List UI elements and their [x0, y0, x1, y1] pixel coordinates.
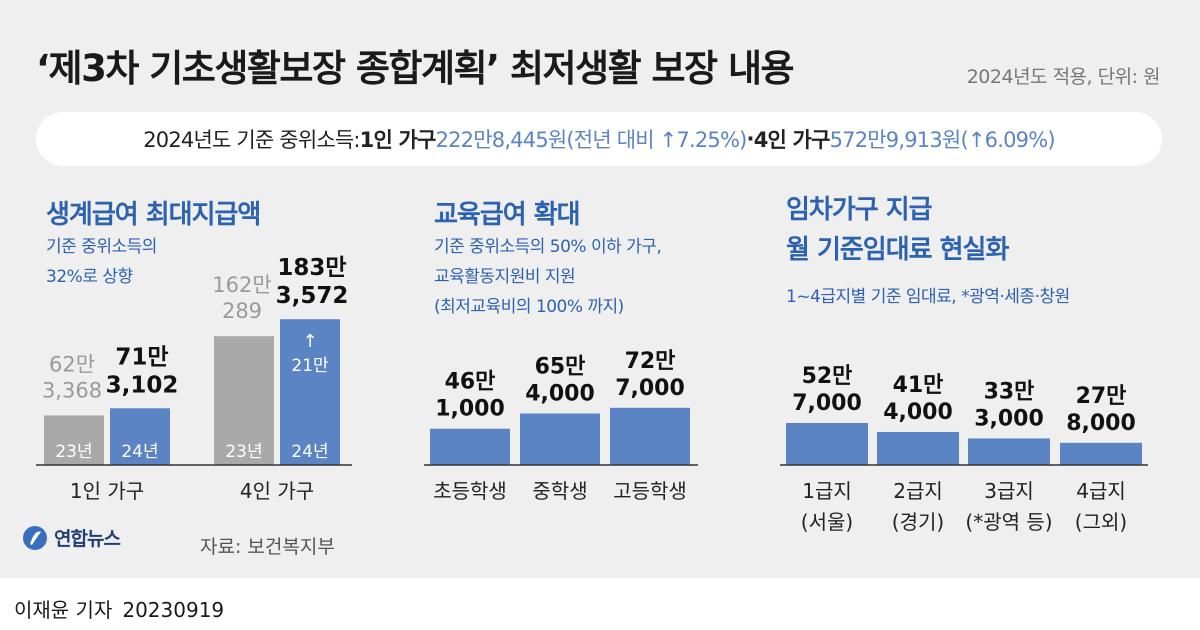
category-label: 4인 가구 — [240, 479, 314, 503]
education-value-label: 65만 4,000 — [525, 355, 595, 407]
education-category-label: 중학생 — [532, 479, 587, 503]
education-subtitle: 기준 중위소득의 50% 이하 가구, 교육활동지원비 지원 (최저교육비의 1… — [434, 232, 662, 322]
housing-category-label: 4급지 (그외) — [1075, 479, 1127, 534]
data-label-2023: 62만 3,368 — [42, 352, 102, 402]
housing-bar — [786, 422, 868, 465]
livelihood-title: 생계급여 최대지급액 — [46, 200, 261, 230]
byline: 이재윤 기자 20230919 — [14, 594, 224, 623]
yonhap-logo-icon — [23, 525, 47, 550]
bar-2024 — [110, 408, 170, 465]
housing-bar — [968, 438, 1050, 465]
education-title: 교육급여 확대 — [434, 200, 581, 230]
education-bar — [520, 413, 600, 465]
education-category-label: 고등학생 — [613, 479, 687, 503]
housing-value-label: 33만 3,000 — [974, 379, 1044, 431]
increase-label: 21만 — [291, 356, 329, 376]
series-label-24: 24년 — [121, 442, 158, 462]
education-bar — [610, 407, 690, 465]
unit-note: 2024년도 적용, 단위: 원 — [966, 66, 1161, 88]
yonhap-logo-text: 연합뉴스 — [54, 528, 121, 550]
series-label-24: 24년 — [291, 442, 328, 462]
info-four-person-label: 4인 가구 — [753, 128, 831, 152]
category-label: 1인 가구 — [70, 479, 144, 503]
education-value-label: 72만 7,000 — [615, 349, 685, 401]
housing-category-label: 1급지 (서울) — [801, 479, 853, 534]
education-sub-line3: (최저교육비의 100% 까지) — [434, 297, 624, 317]
data-label-2023: 162만 289 — [212, 273, 271, 323]
housing-title: 임차가구 지급 월 기준임대료 현실화 — [786, 190, 1009, 270]
livelihood-sub-line2: 32%로 상향 — [46, 267, 133, 287]
livelihood-subtitle: 기준 중위소득의 32%로 상향 — [46, 232, 157, 292]
education-sub-line1: 기준 중위소득의 50% 이하 가구, — [434, 237, 662, 257]
page-title: ‘제3차 기초생활보장 종합계획’ 최저생활 보장 내용 — [36, 47, 795, 90]
housing-value-label: 27만 8,000 — [1066, 384, 1136, 436]
data-label-2024: 183만 3,572 — [276, 255, 349, 309]
infographic-panel — [0, 0, 1200, 578]
education-value-label: 46만 1,000 — [435, 370, 505, 422]
education-category-label: 초등학생 — [433, 479, 507, 503]
bar-2023 — [214, 336, 274, 465]
bar-2023 — [44, 415, 104, 465]
info-separator: · — [746, 127, 755, 151]
housing-bar — [1060, 442, 1142, 465]
housing-subtitle: 1~4급지별 기준 임대료, *광역·세종·창원 — [786, 287, 1070, 307]
info-one-person-value: 222만8,445원(전년 대비 ↑7.25%) — [435, 128, 748, 152]
info-prefix: 2024년도 기준 중위소득: — [143, 128, 360, 152]
series-label-23: 23년 — [225, 442, 262, 462]
info-four-person-value: 572만9,913원(↑6.09%) — [829, 128, 1056, 152]
housing-title-line1: 임차가구 지급 — [786, 195, 933, 225]
education-sub-line2: 교육활동지원비 지원 — [434, 267, 576, 287]
housing-category-label: 3급지 (*광역 등) — [965, 479, 1052, 534]
housing-bar — [877, 432, 959, 465]
data-label-2024: 71만 3,102 — [106, 344, 179, 398]
info-one-person-label: 1인 가구 — [359, 128, 437, 152]
source-note: 자료: 보건복지부 — [200, 536, 335, 558]
series-label-23: 23년 — [55, 442, 92, 462]
housing-value-label: 52만 7,000 — [792, 364, 862, 416]
reporter-name: 이재윤 기자 — [14, 598, 113, 622]
housing-category-label: 2급지 (경기) — [892, 479, 944, 534]
bar-2024 — [280, 319, 340, 465]
yonhap-logo: 연합뉴스 — [22, 524, 121, 551]
increase-arrow: ↑ — [302, 331, 317, 352]
median-income-bar: 2024년도 기준 중위소득: 1인 가구 222만8,445원(전년 대비 ↑… — [36, 112, 1162, 166]
housing-title-line2: 월 기준임대료 현실화 — [786, 235, 1009, 265]
livelihood-sub-line1: 기준 중위소득의 — [46, 237, 157, 257]
housing-value-label: 41만 4,000 — [883, 373, 953, 425]
education-bar — [430, 428, 510, 465]
publish-date: 20230919 — [122, 598, 225, 622]
